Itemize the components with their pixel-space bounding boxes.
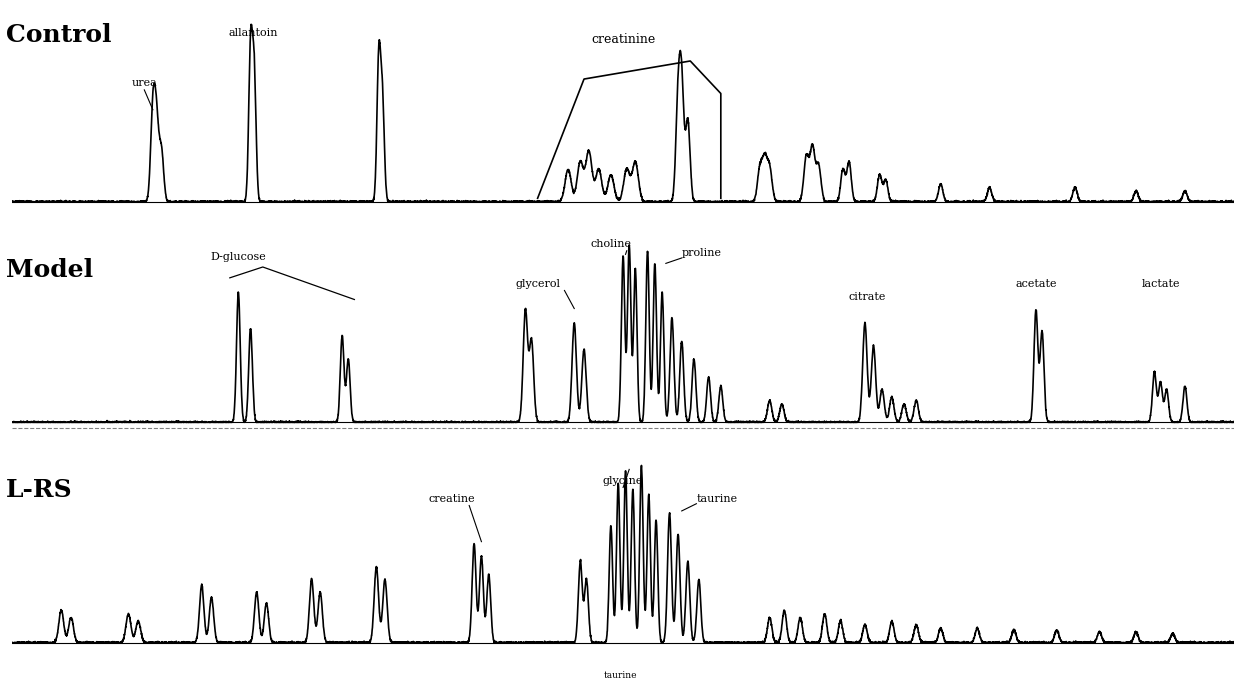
Text: proline: proline [682, 248, 722, 258]
Text: taurine: taurine [697, 494, 738, 504]
Text: D-glucose: D-glucose [211, 252, 267, 262]
Text: creatine: creatine [429, 494, 475, 504]
Text: Model: Model [6, 258, 93, 282]
Text: taurine: taurine [603, 671, 637, 679]
Text: creatinine: creatinine [591, 33, 655, 46]
Text: allantoin: allantoin [228, 28, 278, 38]
Text: acetate: acetate [1016, 279, 1056, 289]
Text: glycerol: glycerol [515, 279, 560, 289]
Text: L-RS: L-RS [6, 478, 73, 502]
Text: lactate: lactate [1141, 279, 1179, 289]
Text: glycine: glycine [603, 476, 644, 486]
Text: Control: Control [6, 23, 112, 47]
Text: citrate: citrate [848, 291, 887, 301]
Text: choline: choline [590, 239, 631, 249]
Text: urea: urea [131, 78, 157, 88]
